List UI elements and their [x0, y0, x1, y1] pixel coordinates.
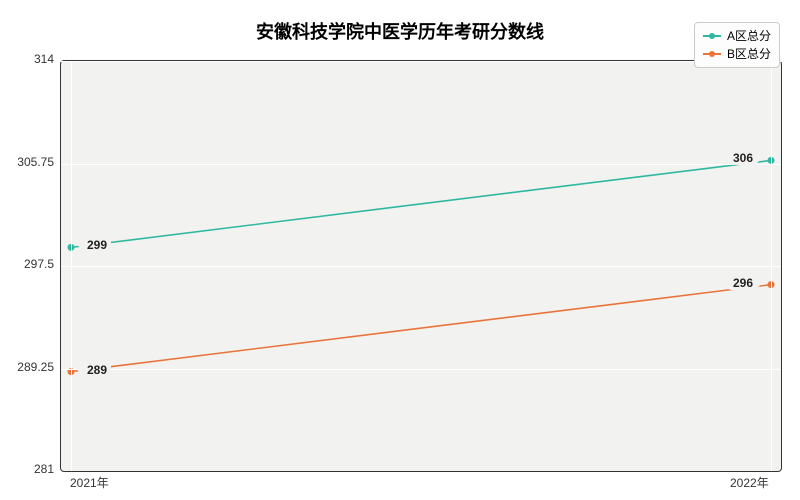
gridline-v: [771, 61, 772, 471]
legend-item: A区总分: [703, 27, 771, 45]
chart-container: 安徽科技学院中医学历年考研分数线 299 306 289 296 A区总分B区总分 2…: [0, 0, 800, 500]
y-tick-label: 314: [34, 52, 54, 66]
y-tick-label: 281: [34, 462, 54, 476]
plot-area: 299 306 289 296: [60, 60, 782, 472]
data-label: 306: [729, 151, 757, 165]
legend-item: B区总分: [703, 45, 771, 63]
gridline-h: [61, 61, 781, 62]
legend-label: B区总分: [727, 45, 771, 63]
gridline-h: [61, 266, 781, 267]
y-tick-label: 289.25: [17, 360, 54, 374]
legend: A区总分B区总分: [694, 22, 780, 68]
legend-label: A区总分: [727, 27, 771, 45]
gridline-v: [71, 61, 72, 471]
gridline-h: [61, 369, 781, 370]
x-tick-label: 2021年: [70, 474, 109, 491]
data-label: 289: [83, 363, 111, 377]
y-tick-label: 297.5: [24, 257, 54, 271]
y-tick-label: 305.75: [17, 155, 54, 169]
gridline-h: [61, 164, 781, 165]
series-line: [71, 285, 771, 372]
series-line: [71, 160, 771, 247]
data-label: 296: [729, 276, 757, 290]
legend-swatch: [703, 35, 721, 37]
data-label: 299: [83, 238, 111, 252]
x-tick-label: 2022年: [730, 474, 769, 491]
legend-swatch: [703, 53, 721, 55]
chart-title: 安徽科技学院中医学历年考研分数线: [0, 18, 800, 44]
